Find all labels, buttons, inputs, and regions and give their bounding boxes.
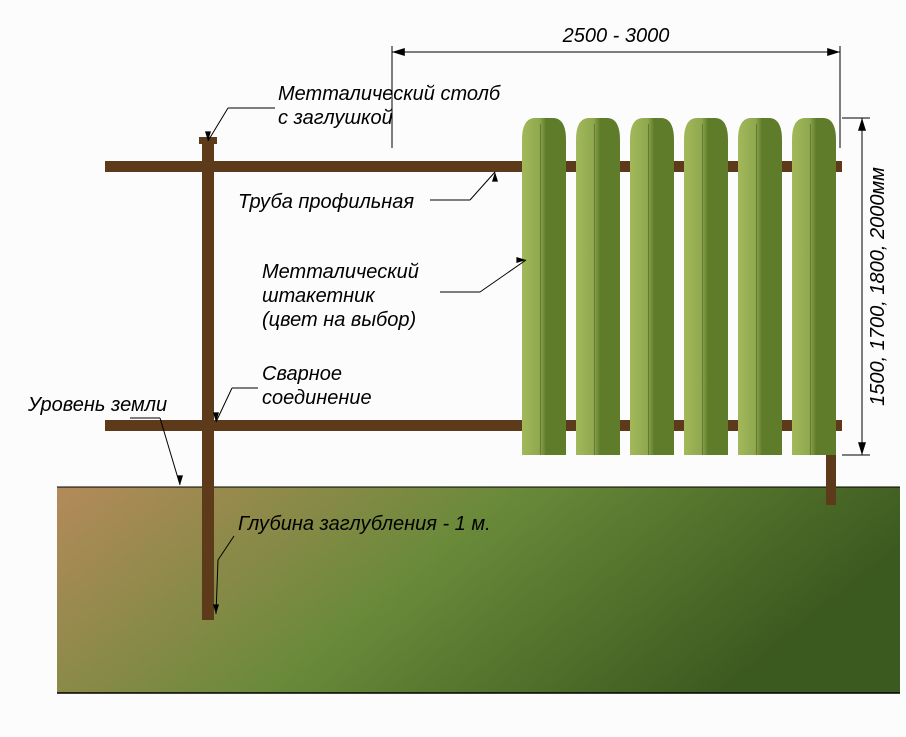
metal-post <box>202 143 214 620</box>
label-post: Метталический столбс заглушкой <box>278 83 501 129</box>
label-depth: Глубина заглубления - 1 м. <box>238 513 491 535</box>
picket <box>684 118 728 455</box>
picket <box>522 118 566 455</box>
picket <box>738 118 782 455</box>
bottom-rail <box>105 420 842 431</box>
label-weld: Сварноесоединение <box>262 363 372 409</box>
dim-right-label: 1500, 1700, 1800, 2000мм <box>867 167 889 406</box>
dim-top-label: 2500 - 3000 <box>562 25 670 47</box>
top-rail <box>105 161 842 172</box>
label-rail: Труба профильная <box>238 191 414 213</box>
picket <box>576 118 620 455</box>
label-ground-level: Уровень земли <box>27 394 167 416</box>
picket <box>792 118 836 455</box>
label-picket: Метталическийштакетник(цвет на выбор) <box>262 261 419 331</box>
picket <box>630 118 674 455</box>
fence-diagram: 2500 - 3000 1500, 1700, 1800, 2000мм Метта… <box>0 0 906 737</box>
